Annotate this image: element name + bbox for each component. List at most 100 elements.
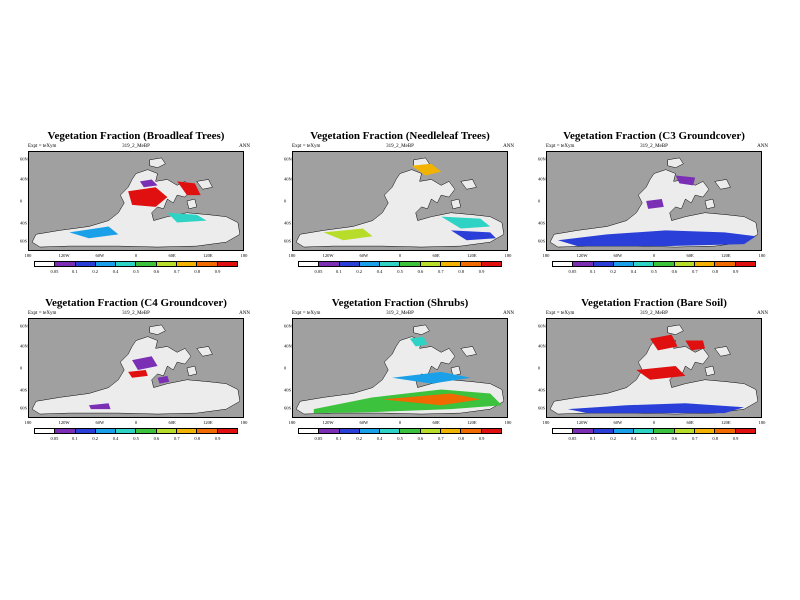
vegetation-region	[88, 403, 111, 410]
colorbar-swatch	[715, 262, 736, 266]
colorbar-swatch	[553, 262, 574, 266]
colorbar-swatch	[55, 262, 76, 266]
x-tick-label: 60W	[359, 253, 369, 258]
y-tick-label: 40S	[20, 387, 28, 393]
colorbar-swatch	[75, 262, 96, 266]
colorbar-label: 0.8	[194, 269, 200, 274]
x-tick-label: 180	[758, 420, 766, 425]
colorbar-label: 0.1	[71, 436, 78, 441]
colorbar-swatch	[116, 262, 137, 266]
colorbar-label: 0.5	[651, 269, 657, 274]
island	[667, 324, 684, 335]
vegetation-region	[636, 366, 686, 380]
chart-title: Vegetation Fraction (Shrubs)	[331, 297, 469, 309]
x-tick-label: 180	[504, 253, 512, 258]
x-tick-label: 120E	[467, 420, 477, 425]
vegetation-region	[157, 375, 170, 384]
colorbar-label: 0.6	[153, 269, 160, 274]
colorbar-swatch	[95, 262, 117, 266]
x-tick-label: 0	[134, 253, 138, 258]
x-tick-label: 180	[24, 253, 32, 258]
x-tick-label: 60E	[432, 253, 440, 258]
y-tick-label: 40S	[538, 387, 546, 393]
colorbar-swatch	[339, 262, 360, 266]
vegetation-region	[128, 369, 148, 378]
colorbar-label: 0.4	[376, 436, 383, 441]
y-tick-label: 40N	[538, 176, 546, 182]
season-label: ANN	[757, 144, 768, 149]
y-tick-label: 0	[538, 198, 541, 204]
colorbar-label: 0.5	[133, 269, 139, 274]
vegetation-region	[132, 356, 158, 370]
colorbar-label: 0.5	[397, 269, 403, 274]
island	[450, 198, 462, 210]
y-tick-label: 0	[538, 365, 541, 371]
vegetation-region	[128, 187, 168, 207]
colorbar-swatch	[654, 262, 675, 266]
colorbar-swatch	[136, 262, 157, 266]
x-tick-label: 120W	[322, 253, 334, 258]
colorbar-swatch	[481, 262, 501, 266]
colorbar-label: 0.8	[712, 269, 718, 274]
island	[186, 198, 198, 210]
colorbar-label: 0.4	[112, 436, 119, 441]
y-tick-label: 40S	[284, 220, 292, 226]
island	[413, 324, 430, 335]
vegetation-region	[177, 181, 201, 196]
land-mass	[549, 169, 759, 248]
colorbar-label: 0.6	[671, 269, 678, 274]
colorbar-swatch	[359, 429, 381, 433]
x-tick-label: 120W	[58, 420, 70, 425]
colorbar-label: 0.9	[478, 436, 485, 441]
vegetation-region	[441, 216, 491, 229]
vegetation-region	[646, 199, 664, 209]
expt-label: Expt = teXym	[546, 311, 575, 316]
expt-label: Expt = teXym	[292, 311, 321, 316]
colorbar-label: 0.4	[630, 436, 637, 441]
colorbar-label: 0.2	[92, 269, 98, 274]
season-label: ANN	[757, 311, 768, 316]
colorbar-label: 0.5	[397, 436, 403, 441]
run-label: 319_2_MeBP	[122, 311, 150, 316]
colorbar-label: 0.7	[173, 269, 180, 274]
colorbar-swatch	[95, 429, 117, 433]
y-tick-label: 60N	[284, 156, 292, 162]
colorbar-swatch	[553, 429, 574, 433]
colorbar-label: 0.2	[356, 436, 362, 441]
x-tick-label: 0	[134, 420, 138, 425]
run-label: 319_2_MeBP	[640, 311, 668, 316]
colorbar-label: 0.5	[133, 436, 139, 441]
map-svg	[295, 324, 505, 415]
vegetation-region	[323, 228, 373, 241]
run-label: 319_2_MeBP	[640, 144, 668, 149]
colorbar-swatch	[735, 262, 755, 266]
x-tick-label: 0	[398, 253, 402, 258]
island	[460, 179, 477, 190]
colorbar-label: 0.9	[478, 269, 485, 274]
island	[704, 198, 716, 210]
colorbar-label: 0.5	[651, 436, 657, 441]
colorbar	[34, 428, 238, 434]
colorbar-swatch	[380, 262, 401, 266]
colorbar-swatch	[613, 429, 635, 433]
map-svg	[549, 324, 759, 415]
colorbar-swatch	[593, 262, 614, 266]
run-label: 319_2_MeBP	[122, 144, 150, 149]
x-tick-label: 0	[398, 420, 402, 425]
colorbar-swatch	[400, 429, 421, 433]
x-tick-label: 60W	[359, 420, 369, 425]
colorbar-swatch	[674, 429, 696, 433]
island	[196, 346, 213, 357]
chart-panel: Vegetation Fraction (C3 Groundcover) Expt…	[538, 130, 770, 300]
colorbar-swatch	[35, 262, 56, 266]
colorbar-label: 0.05	[314, 269, 323, 274]
y-tick-label: 60N	[284, 323, 292, 329]
colorbar	[34, 261, 238, 267]
x-tick-label: 180	[288, 253, 296, 258]
colorbar-label: 0.7	[173, 436, 180, 441]
vegetation-region	[409, 336, 428, 347]
colorbar-label: 0.2	[92, 436, 98, 441]
colorbar-swatch	[461, 262, 482, 266]
x-tick-label: 180	[24, 420, 32, 425]
colorbar-swatch	[634, 262, 655, 266]
